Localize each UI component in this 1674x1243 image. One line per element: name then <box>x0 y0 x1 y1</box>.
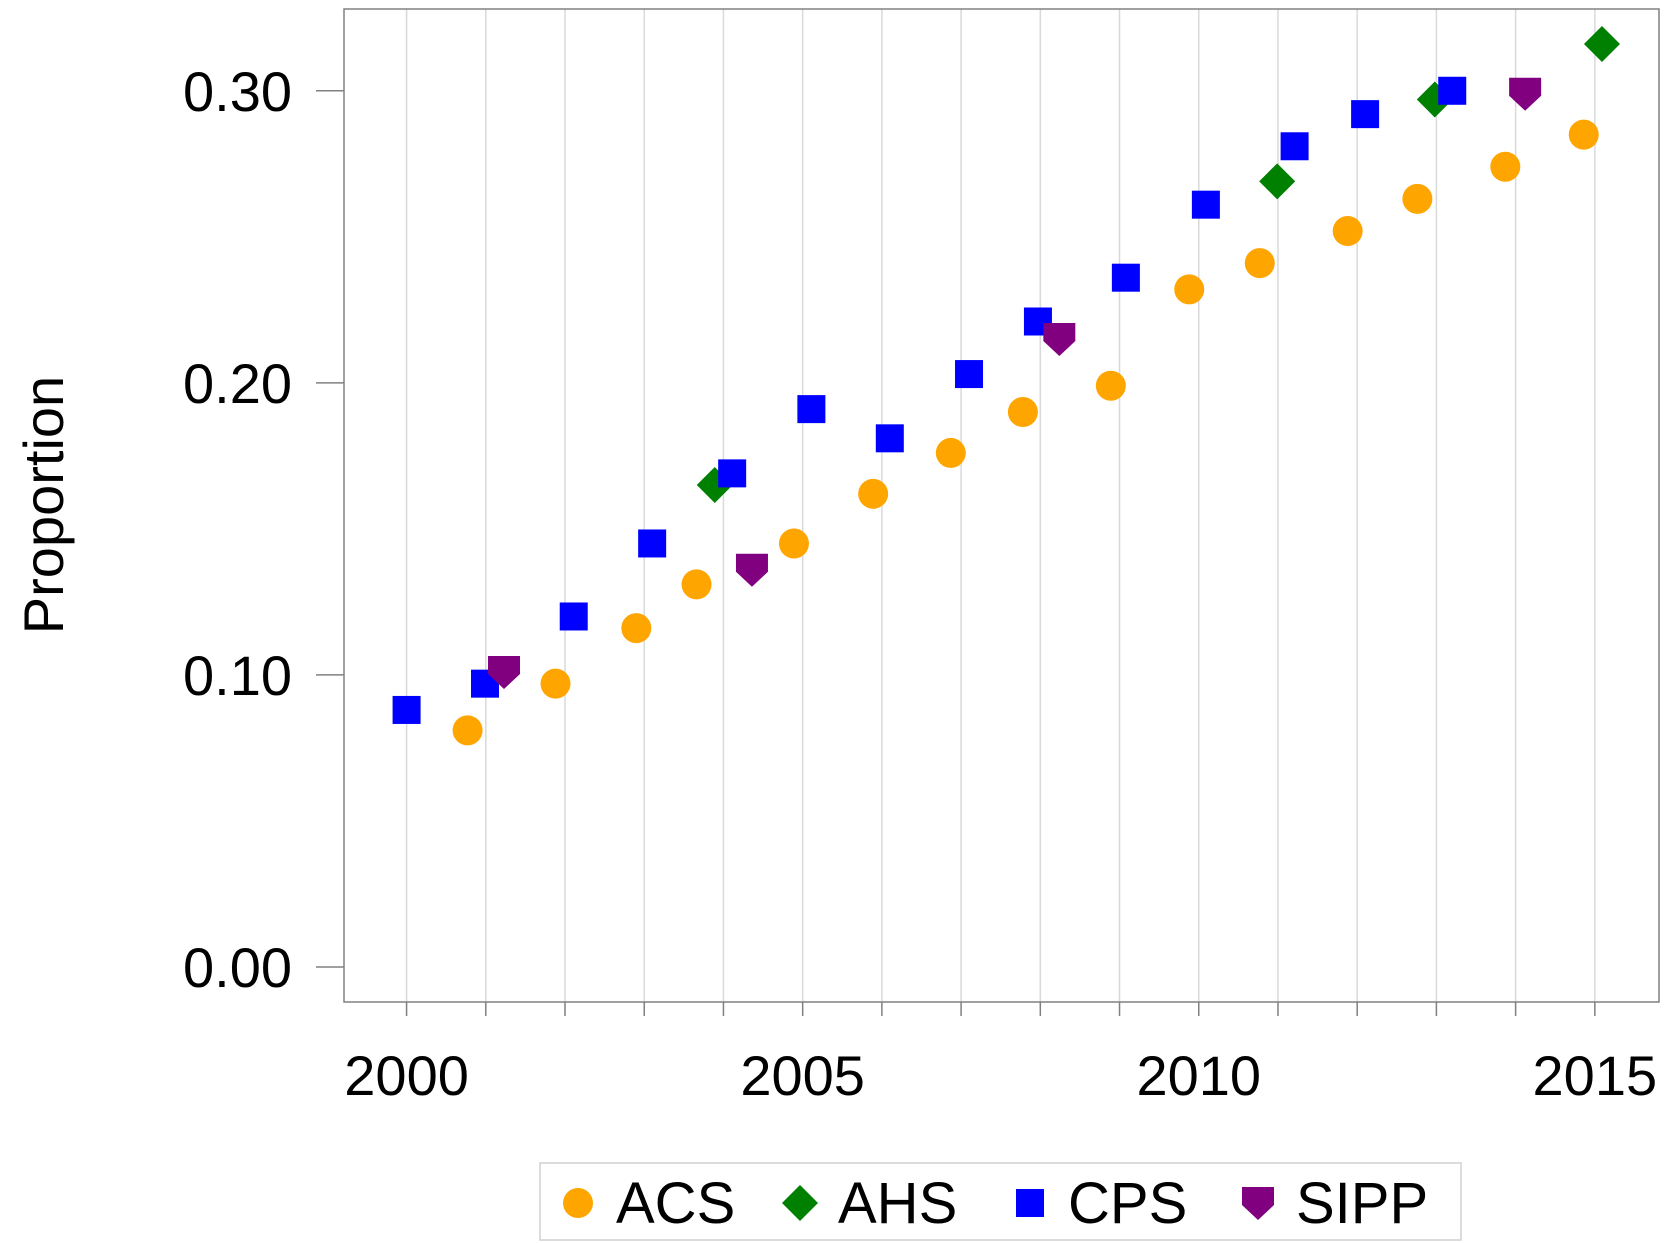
point <box>778 528 809 559</box>
x-tick-label: 2015 <box>1533 1044 1658 1107</box>
point <box>1351 100 1380 129</box>
y-tick-label: 0.30 <box>183 60 292 123</box>
point <box>1191 190 1220 219</box>
point <box>718 459 747 488</box>
point <box>1438 76 1467 105</box>
point <box>875 424 904 453</box>
legend-marker <box>1242 1187 1274 1220</box>
point <box>452 715 483 746</box>
legend-marker <box>563 1188 593 1218</box>
point <box>1043 323 1076 357</box>
legend-label: SIPP <box>1296 1171 1428 1236</box>
point <box>1568 119 1599 150</box>
point <box>1244 248 1275 279</box>
point <box>1095 370 1126 401</box>
legend-marker <box>782 1185 818 1221</box>
point <box>735 553 768 587</box>
legend-label: AHS <box>838 1171 957 1236</box>
point <box>559 602 588 631</box>
point <box>621 613 652 644</box>
y-tick-label: 0.10 <box>183 644 292 707</box>
point <box>1332 215 1363 246</box>
legend-label: ACS <box>616 1171 735 1236</box>
point <box>955 360 984 389</box>
x-tick-label: 2010 <box>1136 1044 1261 1107</box>
y-tick-label: 0.20 <box>183 352 292 415</box>
point <box>681 569 712 600</box>
point <box>1490 151 1521 182</box>
x-tick-label: 2005 <box>740 1044 865 1107</box>
legend-marker <box>1016 1189 1044 1217</box>
point <box>1509 77 1542 111</box>
point <box>488 655 521 689</box>
point <box>1259 163 1296 200</box>
point <box>797 395 826 424</box>
point <box>1007 397 1038 428</box>
point <box>1583 26 1620 63</box>
point <box>540 668 571 699</box>
point <box>392 695 421 724</box>
point <box>1174 274 1205 305</box>
point <box>638 529 667 558</box>
point <box>1402 183 1433 214</box>
y-axis-label: Proportion <box>12 376 75 634</box>
plot-frame <box>343 8 1660 1003</box>
y-tick-label: 0.00 <box>183 936 292 999</box>
point <box>1111 263 1140 292</box>
legend-label: CPS <box>1068 1171 1187 1236</box>
x-tick-label: 2000 <box>344 1044 469 1107</box>
point <box>1280 132 1309 161</box>
legend-box <box>539 1162 1462 1241</box>
point <box>935 437 966 468</box>
point <box>858 478 889 509</box>
